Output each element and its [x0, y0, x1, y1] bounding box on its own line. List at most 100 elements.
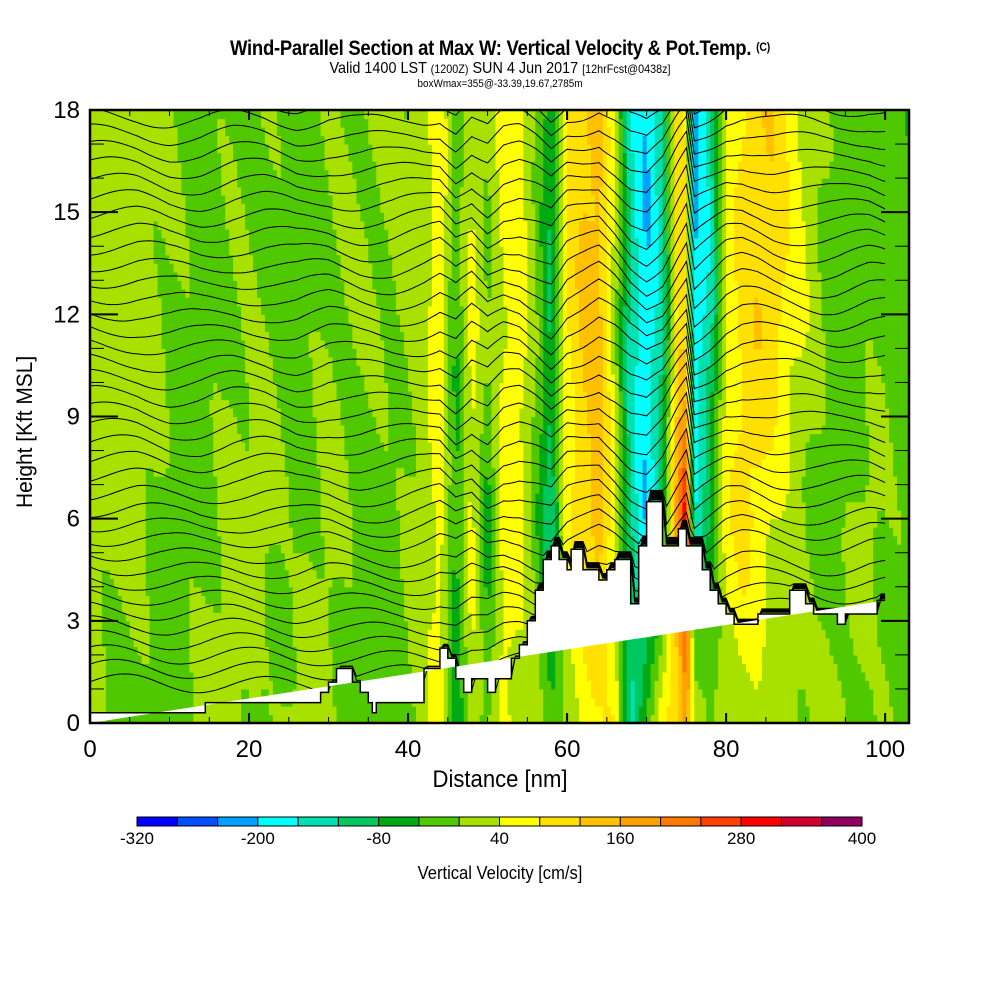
field-cell: [161, 425, 167, 435]
field-cell: [137, 127, 143, 137]
field-cell: [233, 246, 238, 256]
field-cell: [344, 110, 349, 120]
field-cell: [308, 305, 314, 315]
field-cell: [280, 680, 286, 690]
field-cell: [336, 535, 342, 545]
field-cell: [245, 314, 250, 324]
field-cell: [161, 280, 167, 290]
field-cell: [233, 280, 238, 290]
field-cell: [217, 339, 222, 349]
field-cell: [268, 118, 274, 128]
field-cell: [288, 246, 294, 256]
field-cell: [209, 501, 214, 511]
field-cell: [121, 144, 127, 154]
field-cell: [173, 663, 179, 673]
field-cell: [157, 297, 163, 307]
field-cell: [94, 237, 99, 247]
field-cell: [324, 603, 330, 613]
field-cell: [94, 127, 99, 137]
field-cell: [125, 450, 131, 460]
field-cell: [129, 637, 135, 647]
field-cell: [272, 152, 278, 162]
field-cell: [113, 629, 119, 639]
field-cell: [121, 629, 127, 639]
field-cell: [173, 152, 179, 162]
field-cell: [133, 399, 139, 409]
field-cell: [169, 135, 175, 145]
field-cell: [201, 178, 206, 188]
field-cell: [300, 399, 306, 409]
field-cell: [261, 714, 266, 723]
field-cell: [364, 629, 369, 639]
field-cell: [181, 561, 186, 571]
field-cell: [145, 144, 151, 154]
field-cell: [153, 186, 159, 196]
field-cell: [105, 544, 111, 554]
field-cell: [237, 706, 242, 716]
field-cell: [189, 544, 194, 554]
field-cell: [225, 518, 230, 528]
field-cell: [348, 544, 353, 554]
field-cell: [348, 688, 353, 698]
field-cell: [181, 680, 186, 690]
field-cell: [181, 186, 186, 196]
field-cell: [101, 127, 107, 137]
field-cell: [125, 663, 131, 673]
field-cell: [177, 646, 183, 656]
field-cell: [101, 365, 107, 375]
field-cell: [145, 373, 151, 383]
field-cell: [272, 603, 278, 613]
field-cell: [157, 552, 163, 562]
field-cell: [340, 476, 346, 486]
field-cell: [125, 382, 131, 392]
field-cell: [121, 706, 127, 716]
field-cell: [149, 484, 155, 494]
field-cell: [173, 331, 179, 341]
field-cell: [292, 399, 298, 409]
field-cell: [245, 510, 250, 520]
field-cell: [280, 203, 286, 213]
field-cell: [209, 688, 214, 698]
field-cell: [308, 493, 314, 503]
field-cell: [193, 493, 198, 503]
field-cell: [177, 442, 183, 452]
field-cell: [221, 552, 226, 562]
field-cell: [109, 544, 115, 554]
field-cell: [237, 603, 242, 613]
field-cell: [161, 118, 167, 128]
field-cell: [117, 144, 123, 154]
field-cell: [121, 161, 127, 171]
field-cell: [217, 408, 222, 418]
field-cell: [257, 578, 262, 588]
field-cell: [229, 578, 234, 588]
field-cell: [233, 680, 238, 690]
field-cell: [241, 229, 246, 239]
field-cell: [348, 110, 353, 120]
field-cell: [264, 425, 270, 435]
field-cell: [292, 493, 298, 503]
field-cell: [149, 288, 155, 298]
field-cell: [165, 425, 171, 435]
field-cell: [105, 442, 111, 452]
field-cell: [161, 450, 167, 460]
field-cell: [332, 569, 338, 579]
field-cell: [241, 484, 246, 494]
field-cell: [109, 254, 115, 264]
field-cell: [121, 527, 127, 537]
field-cell: [288, 144, 294, 154]
field-cell: [284, 399, 290, 409]
field-cell: [245, 612, 250, 622]
field-cell: [197, 663, 202, 673]
field-cell: [117, 280, 123, 290]
field-cell: [312, 433, 318, 443]
field-cell: [288, 671, 294, 681]
field-cell: [332, 714, 338, 723]
field-cell: [197, 314, 202, 324]
field-cell: [237, 365, 242, 375]
field-cell: [225, 127, 230, 137]
field-cell: [129, 442, 135, 452]
field-cell: [328, 229, 334, 239]
field-cell: [125, 408, 131, 418]
field-cell: [94, 646, 99, 656]
field-cell: [320, 603, 326, 613]
